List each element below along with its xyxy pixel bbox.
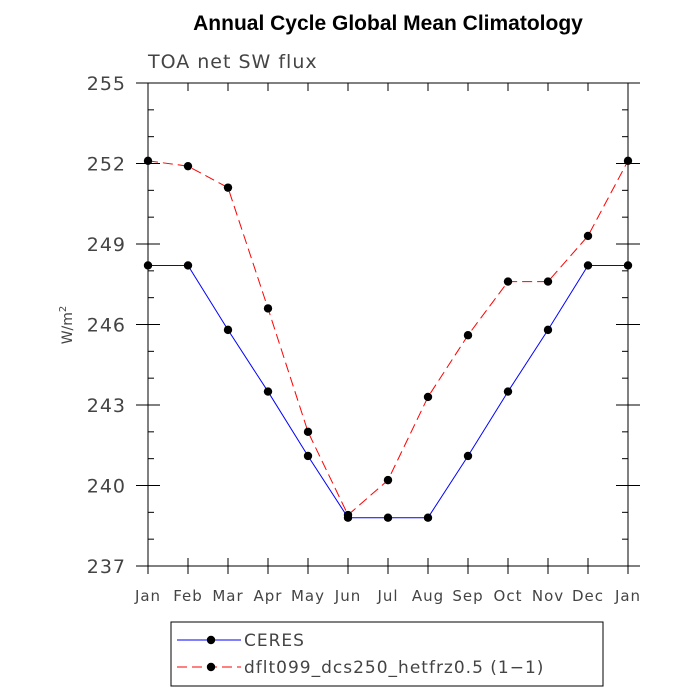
series-2-point [263, 304, 273, 313]
series-layer [143, 156, 633, 522]
x-axis: Jan Feb Mar Apr May Jun Jul Aug Sep Oct Nov Dec Jan [134, 83, 641, 605]
chart-title: Annual Cycle Global Mean Climatology [193, 12, 583, 35]
series-2-point [383, 475, 393, 485]
y-axis: 237 240 243 246 249 252 255 [87, 73, 640, 578]
x-tick-label: Aug [412, 587, 444, 605]
plot-frame [147, 82, 629, 567]
series-1-point [423, 513, 433, 522]
x-tick-label: Nov [532, 587, 564, 605]
legend-label-1: CERES [244, 631, 305, 651]
series-2-point [423, 392, 433, 402]
series-1-point [623, 261, 633, 270]
series-1-point [543, 325, 553, 335]
x-tick-label: Feb [173, 587, 203, 605]
y-tick-label: 252 [87, 154, 126, 176]
x-tick-label: Oct [494, 587, 523, 605]
y-axis-label: W/m2 [58, 306, 76, 345]
legend-label-2: dflt099_dcs250_hetfrz0.5 (1−1) [244, 658, 544, 678]
y-tick-label: 243 [87, 395, 126, 417]
x-tick-label: Mar [212, 587, 243, 605]
x-tick-label: Jan [614, 587, 641, 605]
series-2-point [143, 156, 153, 166]
x-tick-label: May [291, 587, 325, 605]
x-tick-label: Jan [134, 587, 161, 605]
series-2-point [623, 156, 633, 166]
legend: CERES dflt099_dcs250_hetfrz0.5 (1−1) [170, 621, 604, 687]
x-tick-label: Dec [572, 587, 604, 605]
series-1-point [303, 451, 313, 461]
plot-border [147, 82, 629, 567]
series-1-point [503, 387, 513, 396]
series-1-point [143, 261, 153, 270]
series-2-point [343, 510, 353, 520]
series-1-point [463, 451, 473, 461]
series-1-point [263, 387, 273, 396]
series-2-point [503, 277, 513, 286]
x-tick-label: Jun [334, 587, 361, 605]
series-1-point [223, 325, 233, 335]
series-1-point [383, 513, 393, 522]
series-2-point [183, 161, 193, 171]
y-tick-label: 255 [87, 73, 126, 95]
y-tick-label: 240 [87, 476, 126, 498]
y-tick-label: 246 [87, 315, 126, 337]
y-tick-label: 237 [87, 556, 126, 578]
series-2-point [543, 277, 553, 286]
series-2-point [583, 231, 593, 241]
legend-marker-1 [206, 635, 216, 645]
series-1-point [583, 261, 593, 270]
series-1-point [183, 261, 193, 270]
series-2-point [463, 331, 473, 340]
x-tick-label: Sep [452, 587, 483, 605]
series-2-point [223, 183, 233, 192]
chart-subtitle: TOA net SW flux [147, 51, 318, 73]
x-tick-label: Apr [254, 587, 283, 605]
series-line-2 [147, 160, 629, 516]
legend-marker-2 [206, 662, 216, 672]
x-tick-label: Jul [376, 587, 398, 605]
legend-box [170, 621, 604, 687]
y-tick-label: 249 [87, 234, 126, 256]
series-2-point [303, 427, 313, 437]
